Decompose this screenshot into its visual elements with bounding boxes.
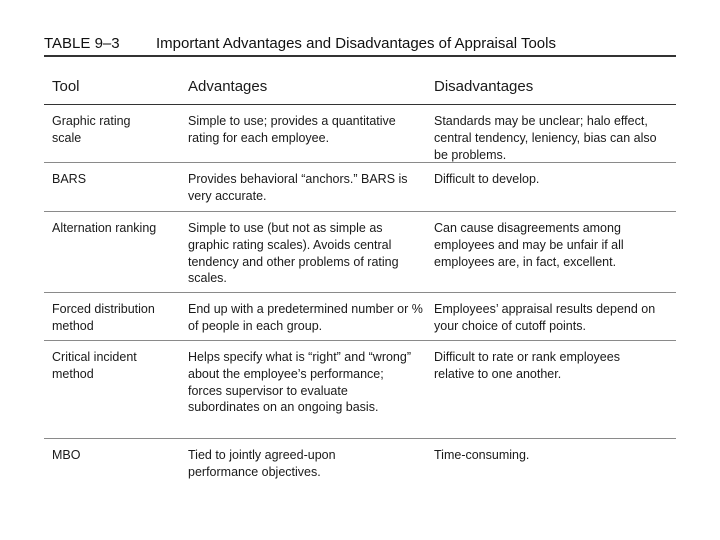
- tool-cell: Graphic rating scale: [52, 114, 131, 145]
- advantages-cell: Helps specify what is “right” and “wrong…: [188, 350, 411, 415]
- table-row: MBO Tied to jointly agreed-upon performa…: [44, 439, 676, 489]
- table-row: Alternation ranking Simple to use (but n…: [44, 212, 676, 293]
- advantages-cell: End up with a predetermined number or % …: [188, 302, 423, 333]
- table-header-row: Tool Advantages Disadvantages: [44, 66, 676, 105]
- disadvantages-cell: Can cause disagreements among employees …: [434, 221, 624, 269]
- tool-cell: Alternation ranking: [52, 221, 157, 235]
- advantages-cell: Tied to jointly agreed-upon performance …: [188, 448, 336, 479]
- table-label: TABLE 9–3: [44, 35, 120, 52]
- table-row: Graphic rating scale Simple to use; prov…: [44, 105, 676, 163]
- column-header-advantages: Advantages: [188, 78, 268, 95]
- tool-cell: Critical incident method: [52, 350, 137, 381]
- appraisal-tools-table: Tool Advantages Disadvantages Graphic ra…: [44, 66, 676, 489]
- disadvantages-cell: Difficult to rate or rank employees rela…: [434, 350, 620, 381]
- disadvantages-cell: Difficult to develop.: [434, 172, 540, 186]
- tool-cell: Forced distribution method: [52, 302, 155, 333]
- table-row: Critical incident method Helps specify w…: [44, 341, 676, 439]
- tool-cell: MBO: [52, 448, 81, 462]
- column-header-disadvantages: Disadvantages: [434, 78, 534, 95]
- table-title-bar: TABLE 9–3 Important Advantages and Disad…: [44, 35, 676, 57]
- column-header-tool: Tool: [52, 78, 80, 95]
- advantages-cell: Simple to use; provides a quantitative r…: [188, 114, 396, 145]
- advantages-cell: Provides behavioral “anchors.” BARS is v…: [188, 172, 408, 203]
- table-row: Forced distribution method End up with a…: [44, 293, 676, 341]
- table-row: BARS Provides behavioral “anchors.” BARS…: [44, 163, 676, 212]
- disadvantages-cell: Standards may be unclear; halo effect, c…: [434, 114, 657, 162]
- advantages-cell: Simple to use (but not as simple as grap…: [188, 221, 399, 286]
- table-title: Important Advantages and Disadvantages o…: [156, 35, 556, 52]
- disadvantages-cell: Employees’ appraisal results depend on y…: [434, 302, 656, 333]
- tool-cell: BARS: [52, 172, 87, 186]
- disadvantages-cell: Time-consuming.: [434, 448, 530, 462]
